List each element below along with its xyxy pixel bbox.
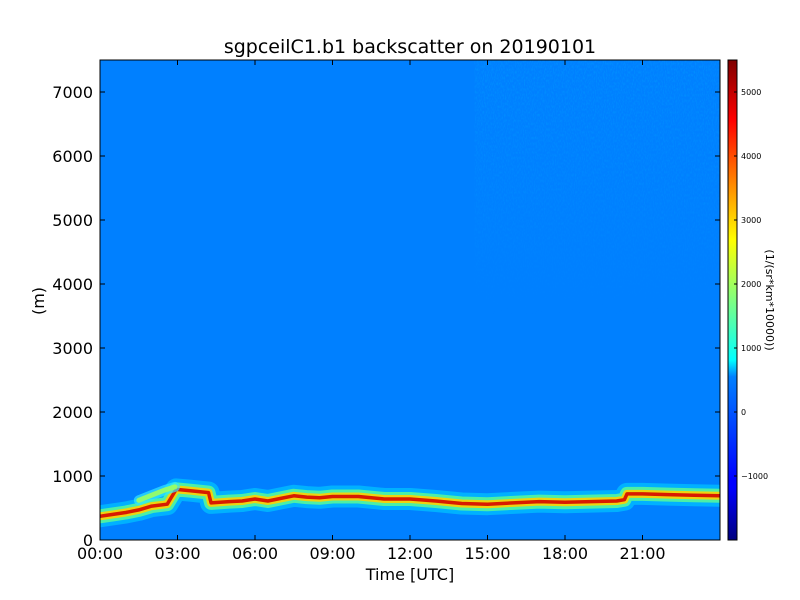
colorbar-tick-label: 3000 — [741, 216, 761, 225]
y-tick-label: 5000 — [52, 211, 93, 230]
y-tick-label: 6000 — [52, 147, 93, 166]
x-tick-label: 15:00 — [464, 544, 510, 563]
x-tick-label: 03:00 — [154, 544, 200, 563]
colorbar-tick-label: 0 — [741, 408, 746, 417]
y-tick-label: 4000 — [52, 275, 93, 294]
plot-area — [99, 59, 721, 541]
x-axis-label: Time [UTC] — [365, 565, 454, 584]
x-tick-label: 21:00 — [619, 544, 665, 563]
colorbar-tick-label: −1000 — [741, 472, 768, 481]
y-tick-label: 1000 — [52, 467, 93, 486]
colorbar-tick-label: 4000 — [741, 152, 761, 161]
y-tick-label: 3000 — [52, 339, 93, 358]
colorbar-tick-label: 2000 — [741, 280, 761, 289]
chart-title: sgpceilC1.b1 backscatter on 20190101 — [224, 36, 596, 58]
noise-region — [474, 60, 720, 316]
x-tick-label: 12:00 — [387, 544, 433, 563]
x-axis: 00:00 03:00 06:00 09:00 12:00 15:00 18:00 21:00 — [77, 60, 666, 563]
colorbar-tick-label: 5000 — [741, 88, 761, 97]
x-tick-label: 00:00 — [77, 544, 123, 563]
colorbar: −1000 0 1000 2000 3000 4000 5000 — [727, 59, 768, 541]
cloud-upper-branch-1 — [136, 484, 178, 503]
colorbar-label: (1/(sr*km*10000)) — [763, 249, 776, 350]
y-tick-label: 2000 — [52, 403, 93, 422]
x-tick-label: 09:00 — [309, 544, 355, 563]
colorbar-gradient — [727, 59, 738, 541]
colorbar-tick-label: 1000 — [741, 344, 761, 353]
y-tick-label: 7000 — [52, 83, 93, 102]
x-tick-label: 06:00 — [232, 544, 278, 563]
x-tick-label: 18:00 — [542, 544, 588, 563]
y-axis: 0 1000 2000 3000 4000 5000 6000 7000 — [52, 83, 720, 550]
y-tick-label: 0 — [83, 531, 93, 550]
y-axis-label: (m) — [29, 287, 48, 315]
